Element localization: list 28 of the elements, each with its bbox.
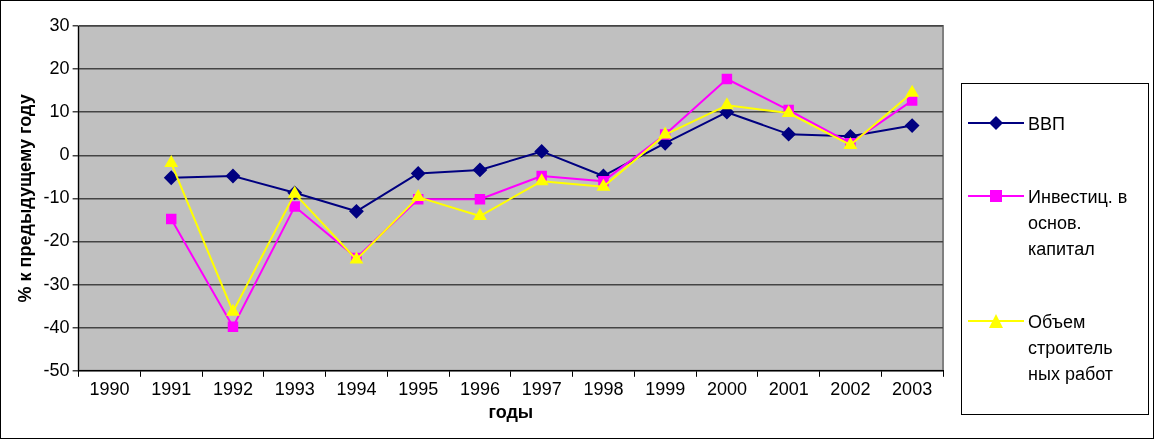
x-axis-title: годы bbox=[488, 402, 534, 423]
x-tick-label: 1990 bbox=[89, 378, 130, 399]
x-tick-label: 2002 bbox=[830, 378, 871, 399]
x-tick-label: 1993 bbox=[274, 378, 315, 399]
y-tick-label: 0 bbox=[59, 144, 70, 165]
x-tick-label: 1991 bbox=[151, 378, 192, 399]
x-tick-label: 1998 bbox=[583, 378, 624, 399]
legend-label: Объем строитель ных работ bbox=[1028, 310, 1115, 386]
y-axis-title: % к предыдущему году bbox=[14, 94, 35, 303]
y-tick-label: 20 bbox=[49, 58, 70, 79]
x-tick-label: 1999 bbox=[645, 378, 686, 399]
x-tick-label: 1996 bbox=[459, 378, 500, 399]
y-tick-label: -10 bbox=[43, 187, 70, 208]
x-tick-label: 1994 bbox=[336, 378, 377, 399]
y-tick-label: 10 bbox=[49, 101, 70, 122]
y-tick-label: -20 bbox=[43, 230, 70, 251]
x-tick-label: 1997 bbox=[521, 378, 562, 399]
y-tick-label: 30 bbox=[49, 14, 70, 35]
x-tick-label: 2000 bbox=[706, 378, 747, 399]
legend-label: Инвестиц. в основ. капитал bbox=[1028, 186, 1128, 261]
y-tick-label: -40 bbox=[43, 316, 70, 337]
legend-label: ВВП bbox=[1028, 113, 1066, 137]
x-tick-label: 2003 bbox=[892, 378, 933, 399]
x-tick-label: 1992 bbox=[212, 378, 253, 399]
y-tick-label: -50 bbox=[43, 359, 70, 380]
y-tick-label: -30 bbox=[43, 273, 70, 294]
x-tick-label: 2001 bbox=[768, 378, 809, 399]
x-tick-label: 1995 bbox=[398, 378, 439, 399]
